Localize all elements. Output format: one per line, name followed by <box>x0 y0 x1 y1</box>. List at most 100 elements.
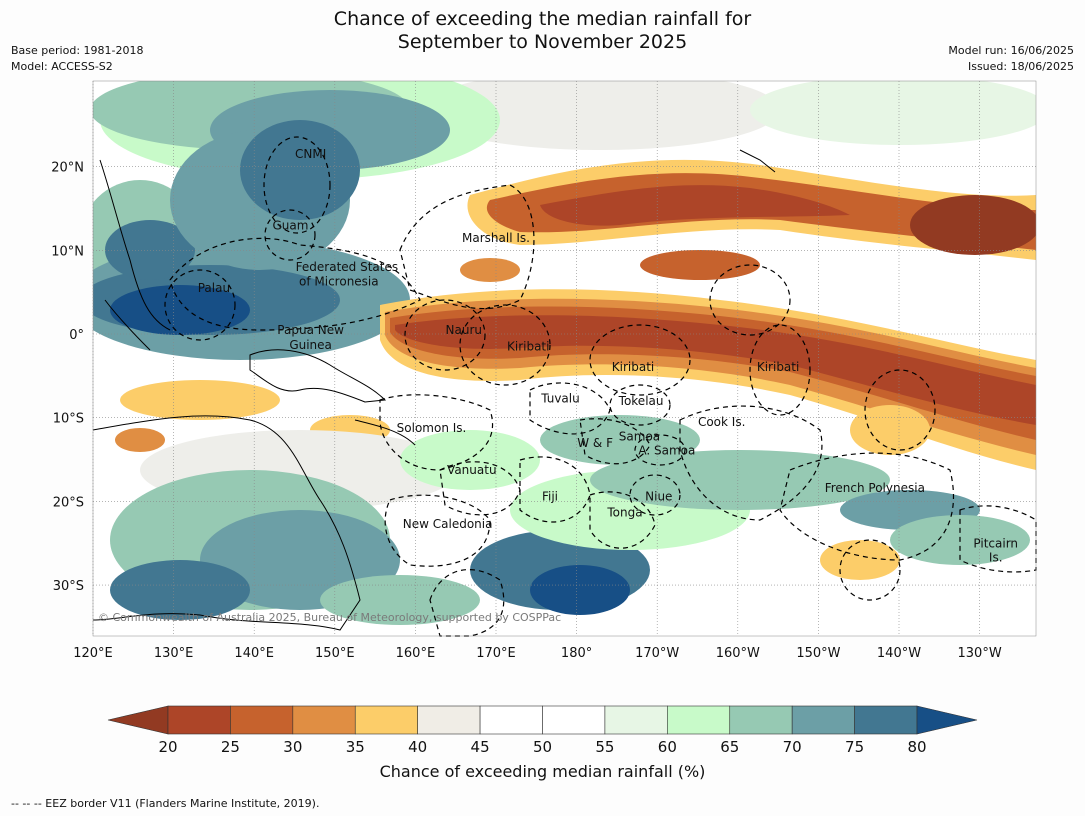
eez-nauru <box>404 299 486 371</box>
hawaii-coast <box>739 149 776 173</box>
title-line-2: September to November 2025 <box>397 31 688 53</box>
region-label: French Polynesia <box>825 481 925 495</box>
region-label: Papua New <box>277 323 344 337</box>
region-label: Tokelau <box>618 394 664 408</box>
lon-tick-label: 140°W <box>877 646 921 661</box>
region-label: Solomon Is. <box>397 421 467 435</box>
colorbar-segment <box>354 705 418 735</box>
region-label: Vanuatu <box>447 463 497 477</box>
eez-kiribati-east <box>864 369 936 451</box>
lat-tick-label: 0° <box>69 328 84 343</box>
lat-tick-label: 20°N <box>51 161 84 176</box>
colorbar-segment <box>604 705 668 735</box>
eez-kiribati-gilbert <box>459 304 551 386</box>
dry-patch-south-east <box>820 540 900 580</box>
eez-cook <box>679 405 823 521</box>
base-period: Base period: 1981-2018 <box>11 44 144 57</box>
lon-tick-label: 130°W <box>958 646 1002 661</box>
coastlines <box>92 149 776 631</box>
dry-patch-west <box>115 428 165 452</box>
region-label: New Caledonia <box>403 517 493 531</box>
region-label: Guinea <box>289 338 332 352</box>
region-label: Tonga <box>606 505 642 519</box>
philippines-indonesia-coast <box>99 159 171 351</box>
lat-tick-label: 10°S <box>53 412 84 427</box>
lon-tick-label: 120°E <box>73 646 113 661</box>
blue-cnmi <box>240 120 360 220</box>
copyright-notice: © Commonwealth of Australia 2025, Bureau… <box>98 611 561 624</box>
solomon-coast <box>354 419 416 446</box>
region-label: Kiribati <box>507 340 549 354</box>
colorbar-over-arrow <box>916 705 978 735</box>
lat-tick-label: 20°S <box>53 495 84 510</box>
eez-solomon <box>379 394 494 471</box>
region-label: Kiribati <box>757 360 799 374</box>
colorbar-segment <box>791 705 855 735</box>
meta-left: Base period: 1981-2018 Model: ACCESS-S2 <box>11 43 143 75</box>
region-label: of Micronesia <box>299 274 379 288</box>
lon-tick-label: 130°E <box>154 646 194 661</box>
model-run: Model run: 16/06/2025 <box>948 44 1074 57</box>
eez-marshall <box>399 184 535 310</box>
title-line-1: Chance of exceeding the median rainfall … <box>333 8 752 30</box>
australia-coast <box>92 415 361 631</box>
eez-new-caledonia <box>384 494 491 567</box>
region-label: W & F <box>577 436 613 450</box>
colorbar-tick-label: 50 <box>533 738 552 756</box>
new-guinea-coast <box>249 349 387 403</box>
eez-samoa <box>634 434 686 466</box>
eez-borders <box>164 136 1037 637</box>
region-label: Guam <box>272 218 308 232</box>
teal-south <box>320 575 480 625</box>
lat-tick-label: 30°S <box>53 579 84 594</box>
map-title: Chance of exceeding the median rainfall … <box>0 8 1085 54</box>
colorbar-segment <box>167 705 231 735</box>
region-label: Federated States <box>296 260 398 274</box>
teal-french-polynesia <box>590 450 890 510</box>
colorbar-tick-label: 20 <box>158 738 177 756</box>
colorbar-segment <box>542 705 606 735</box>
region-label: Kiribati <box>612 360 654 374</box>
colorbar-segment <box>729 705 793 735</box>
meta-right: Model run: 16/06/2025 Issued: 18/06/2025 <box>948 43 1074 75</box>
colorbar-tick-label: 80 <box>907 738 926 756</box>
colorbar: 20 25 30 35 40 45 50 55 60 65 70 75 80 <box>107 705 978 756</box>
colorbar-tick-label: 45 <box>471 738 490 756</box>
colorbar-tick-label: 35 <box>346 738 365 756</box>
region-label: Palau <box>198 281 230 295</box>
colorbar-tick-label: 55 <box>595 738 614 756</box>
colorbar-under-arrow <box>107 705 169 735</box>
lon-tick-label: 150°E <box>315 646 355 661</box>
eez-niue <box>629 474 681 516</box>
green-vanuatu <box>400 430 540 490</box>
region-label: Marshall Is. <box>462 231 530 245</box>
lon-tick-label: 160°W <box>716 646 760 661</box>
eez-kiribati-line <box>749 324 811 416</box>
colorbar-tick-label: 75 <box>845 738 864 756</box>
eez-french-polynesia-south <box>839 539 901 601</box>
teal-samoa <box>540 415 700 465</box>
pale-green-north <box>750 81 1036 145</box>
region-label: Fiji <box>542 490 558 504</box>
darkblue-palau <box>110 285 250 335</box>
colorbar-segment <box>667 705 731 735</box>
colorbar-tick-label: 25 <box>221 738 240 756</box>
eez-pitcairn <box>959 505 1037 573</box>
lon-tick-label: 150°W <box>796 646 840 661</box>
colorbar-title: Chance of exceeding median rainfall (%) <box>379 762 706 781</box>
dry-tongue-20 <box>395 315 1036 425</box>
region-label: Nauru <box>446 323 482 337</box>
region-label: Is. <box>989 551 1003 565</box>
dry-band-north-20 <box>540 185 850 226</box>
lon-tick-label: 160°E <box>396 646 436 661</box>
dry-patch-nauru-north <box>460 258 520 282</box>
eez-french-polynesia <box>779 452 955 561</box>
colorbar-tick-label: 30 <box>283 738 302 756</box>
lat-tick-label: 10°N <box>51 244 84 259</box>
eez-kermadec <box>429 569 505 637</box>
colorbar-segment <box>292 705 356 735</box>
region-label: Tuvalu <box>540 392 580 406</box>
eez-fiji <box>519 456 591 523</box>
